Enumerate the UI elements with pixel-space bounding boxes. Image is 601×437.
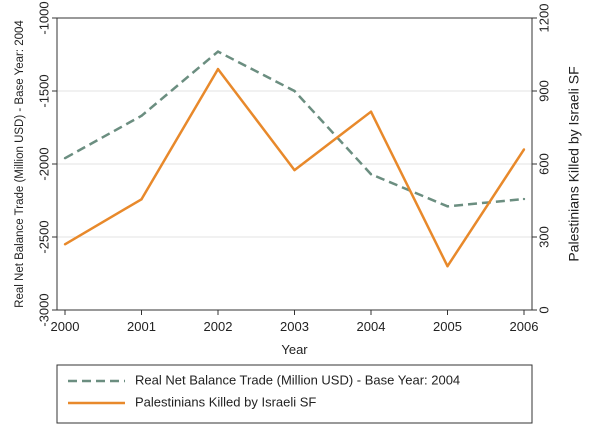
data-point-1 <box>522 148 526 151</box>
right-y-tick-label: 300 <box>536 226 551 248</box>
x-tick-label: 2003 <box>280 319 309 334</box>
right-y-tick-label: 600 <box>536 153 551 175</box>
series-lines <box>63 50 526 268</box>
x-tick-label: 2000 <box>51 319 80 334</box>
x-tick-label: 2006 <box>510 319 539 334</box>
right-y-axis-title: Palestinians Killed by Israeli SF <box>566 66 582 261</box>
data-point-1 <box>216 67 220 71</box>
x-axis-title: Year <box>281 342 308 357</box>
legend: Real Net Balance Trade (Million USD) - B… <box>56 364 533 424</box>
x-tick-label: 2005 <box>433 319 462 334</box>
data-point-0 <box>522 197 526 201</box>
data-point-0 <box>446 205 449 208</box>
data-point-0 <box>369 173 373 176</box>
left-y-tick-label: -3000 <box>36 293 51 326</box>
left-y-tick-label: -2000 <box>36 147 51 180</box>
data-point-0 <box>293 89 296 93</box>
data-point-1 <box>293 168 296 172</box>
left-y-axis-title: Real Net Balance Trade (Million USD) - B… <box>14 20 26 308</box>
right-y-tick-label: 900 <box>536 80 551 102</box>
data-point-1 <box>446 265 449 268</box>
data-point-0 <box>140 114 143 118</box>
legend-label-killed: Palestinians Killed by Israeli SF <box>135 394 316 409</box>
legend-label-trade: Real Net Balance Trade (Million USD) - B… <box>135 372 460 387</box>
left-y-tick-label: -1500 <box>36 74 51 107</box>
data-point-1 <box>140 198 143 201</box>
data-point-0 <box>63 156 67 160</box>
axis-ticks: -3000 -2500 -2000 -1500 -1000 0 300 600 900 1200 2… <box>36 1 551 334</box>
right-y-tick-label: 1200 <box>536 4 551 33</box>
gridlines <box>57 17 532 311</box>
x-tick-label: 2002 <box>204 319 233 334</box>
series-line-0 <box>64 50 525 208</box>
data-point-1 <box>369 110 373 113</box>
x-tick-label: 2001 <box>127 319 156 334</box>
legend-box <box>56 364 533 424</box>
right-y-tick-label: 0 <box>536 306 551 313</box>
x-tick-label: 2004 <box>357 319 386 334</box>
left-y-tick-label: -2500 <box>36 220 51 253</box>
data-point-0 <box>216 50 220 53</box>
data-point-1 <box>63 243 67 246</box>
left-y-tick-label: -1000 <box>36 1 51 34</box>
